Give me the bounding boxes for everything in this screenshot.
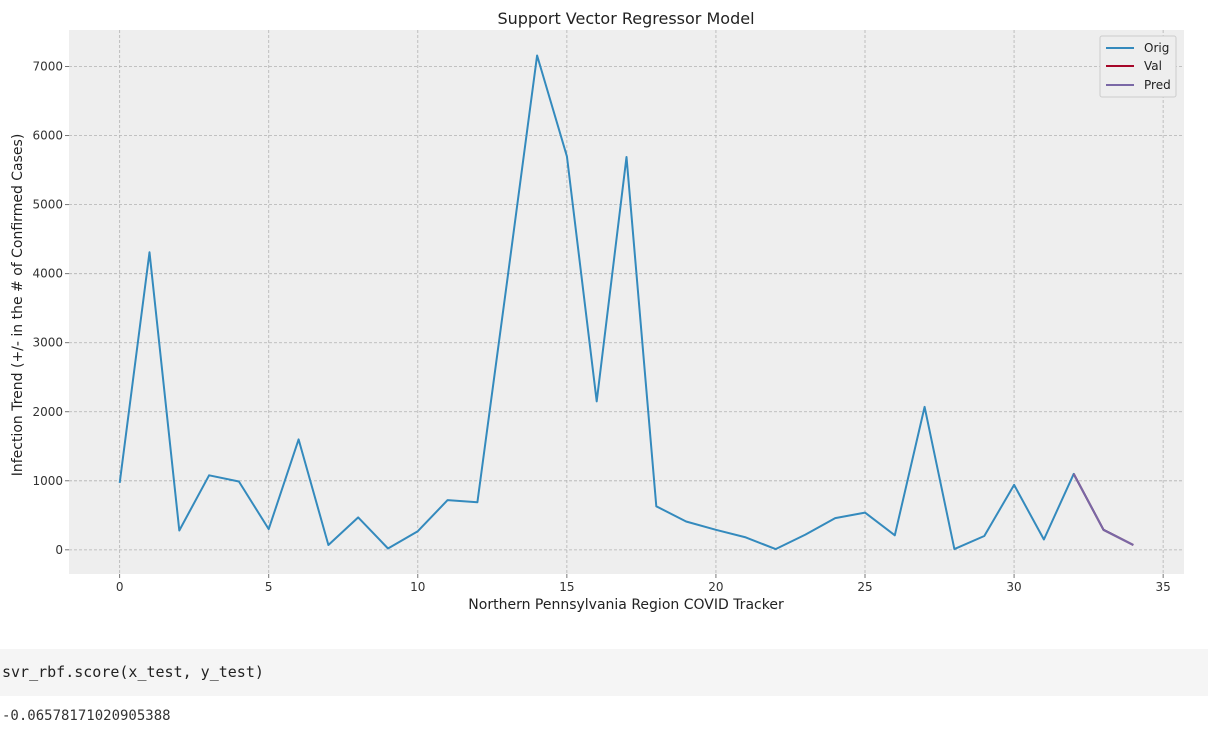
y-tick-label: 1000	[32, 474, 63, 488]
x-tick-label: 35	[1155, 580, 1170, 594]
y-tick-label: 7000	[32, 60, 63, 74]
series-line-orig	[118, 54, 1134, 551]
x-axis-label: Northern Pennsylvania Region COVID Track…	[468, 597, 784, 613]
x-tick-label: 5	[265, 580, 273, 594]
code-cell-input[interactable]: svr_rbf.score(x_test, y_test)	[0, 649, 1208, 696]
x-tick-label: 30	[1006, 580, 1021, 594]
y-tick-label: 6000	[32, 129, 63, 143]
x-tick-label: 25	[857, 580, 872, 594]
y-tick-label: 2000	[32, 405, 63, 419]
legend-label-orig: Orig	[1144, 41, 1169, 55]
series-lines	[118, 54, 1134, 551]
plot-area	[69, 30, 1184, 574]
legend-label-val: Val	[1144, 59, 1162, 73]
legend: Orig Val Pred	[1099, 35, 1177, 98]
code-cell-output: -0.06578171020905388	[2, 708, 171, 724]
y-tick-label: 0	[55, 543, 63, 557]
legend-label-pred: Pred	[1144, 78, 1171, 92]
grid-lines	[69, 30, 1184, 574]
y-tick-label: 4000	[32, 267, 63, 281]
x-tick-label: 20	[708, 580, 723, 594]
chart-figure: 0 5 10 15 20 25 30 35 0 1000 2000 3000 4000 5000 6000 7…	[10, 9, 1184, 613]
x-tick-label: 0	[116, 580, 124, 594]
axis-ticks: 0 5 10 15 20 25 30 35 0 1000 2000 3000 4000 5000 6000 7…	[32, 60, 1170, 594]
chart-svg: 0 5 10 15 20 25 30 35 0 1000 2000 3000 4000 5000 6000 7…	[10, 9, 1184, 613]
series-line-pred	[1072, 473, 1134, 546]
chart-title: Support Vector Regressor Model	[497, 9, 754, 28]
code-text[interactable]: svr_rbf.score(x_test, y_test)	[2, 663, 264, 681]
x-tick-label: 10	[410, 580, 425, 594]
y-tick-label: 5000	[32, 198, 63, 212]
x-tick-label: 15	[559, 580, 574, 594]
legend-box	[1099, 35, 1177, 98]
y-axis-label: Infection Trend (+/- in the # of Confirm…	[10, 134, 26, 477]
y-tick-label: 3000	[32, 336, 63, 350]
